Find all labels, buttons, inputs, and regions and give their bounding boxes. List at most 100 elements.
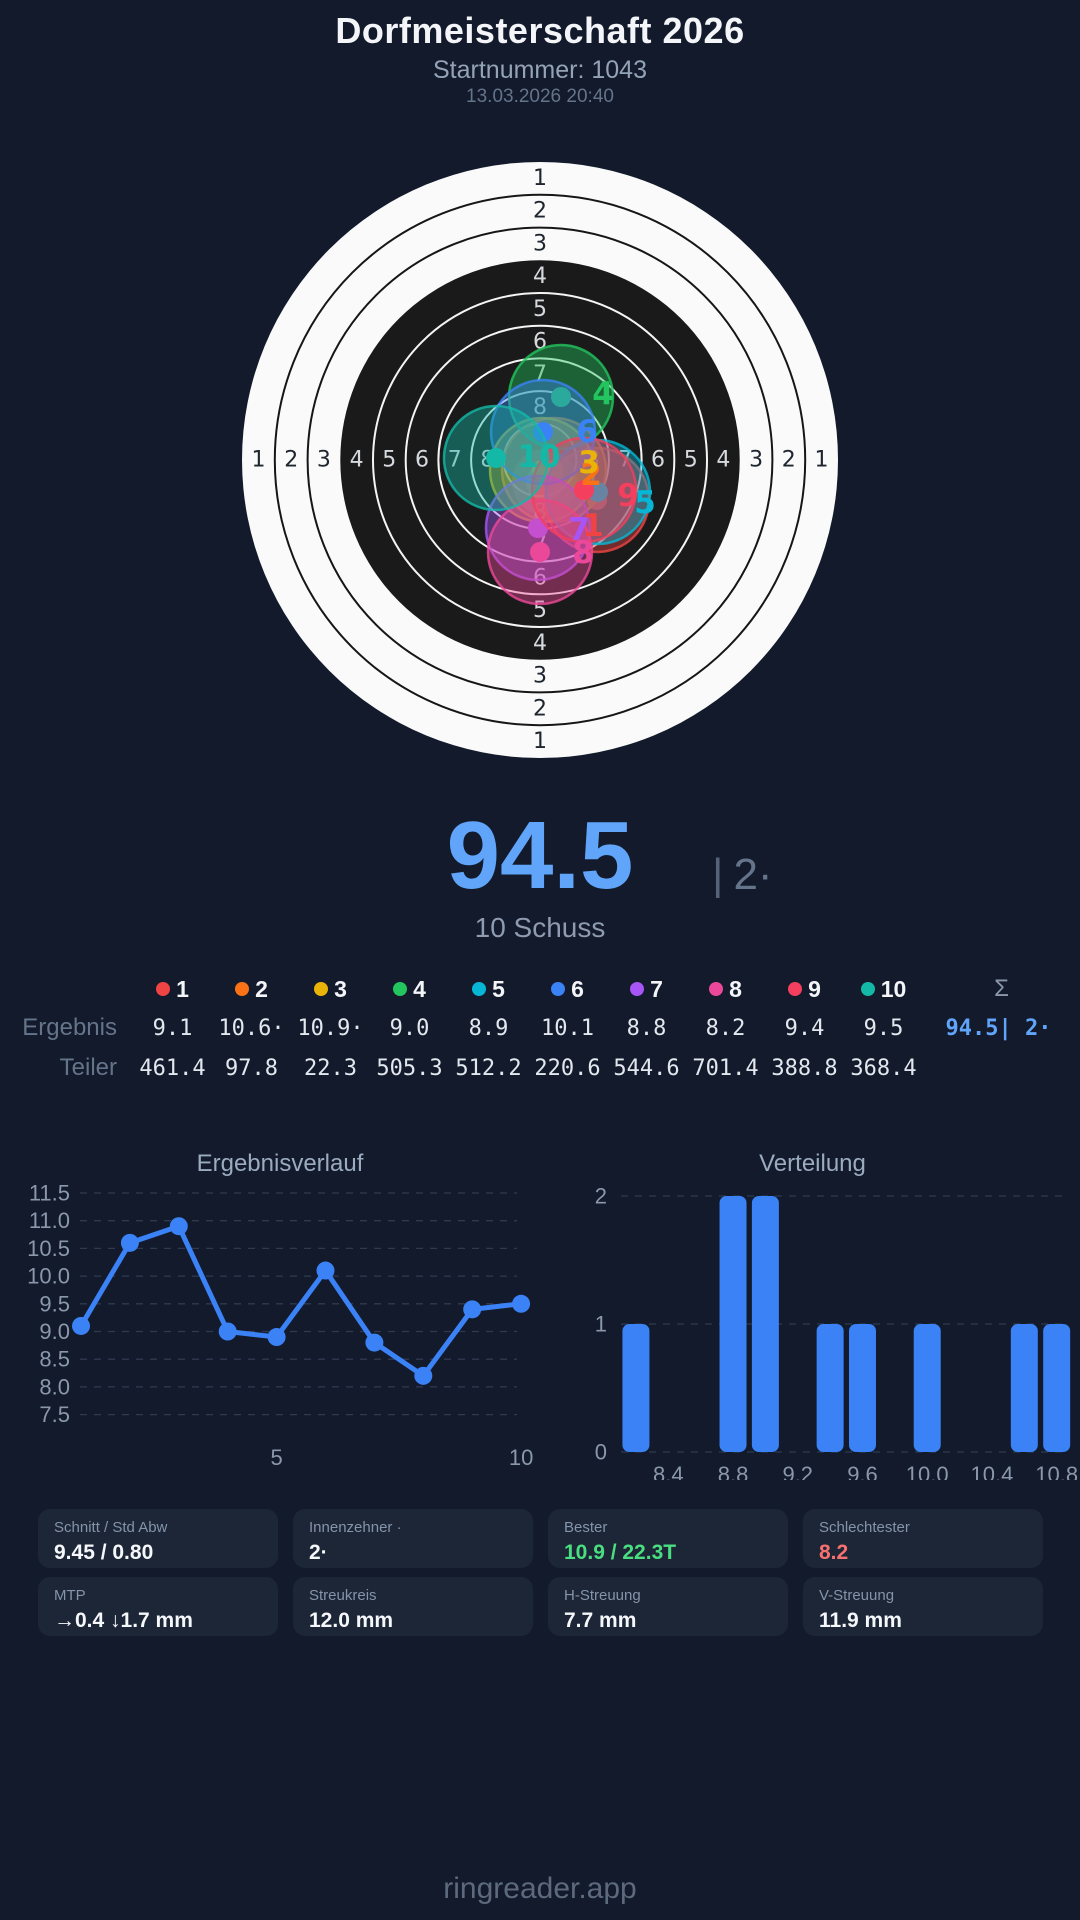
shot-color-dot-7: [630, 982, 645, 996]
stat-card-label: Schlechtester: [819, 1519, 910, 1536]
stat-card-streukreis: Streukreis 12.0 mm: [293, 1577, 533, 1636]
ring-number: 8: [533, 395, 547, 420]
ring-number: 5: [382, 448, 396, 473]
shot-label-8: 8: [572, 535, 594, 571]
score-distribution-bar-chart: 2 1 0 8.4 8.8 9.2 9.6 10.0 10.4 10.8: [595, 1184, 1078, 1481]
stat-card-value: 2·: [309, 1541, 328, 1564]
shot-center-10: [486, 448, 506, 468]
data-point-6: [316, 1261, 335, 1280]
shot-center-8: [530, 542, 550, 562]
shooting-target: 1111222233334444555566667777888812345678…: [242, 162, 838, 758]
stat-card-mtp: MTP →0.4 ↓1.7 mm: [38, 1577, 278, 1636]
teiler-value-4: 505.3: [376, 1055, 443, 1081]
inner-tens-value: 2·: [733, 850, 773, 899]
ergebnis-value-1: 9.1: [152, 1015, 193, 1041]
y-tick-label: 1: [595, 1312, 607, 1337]
ring-number: 1: [815, 448, 829, 473]
shot-legend-6: 6: [528, 970, 607, 1008]
stat-card-bester: Bester 10.9 / 22.3T: [548, 1509, 788, 1568]
data-point-5: [267, 1328, 286, 1347]
shot-color-dot-8: [709, 982, 724, 996]
ring-number: 1: [252, 448, 266, 473]
y-tick-label: 8.5: [39, 1347, 70, 1372]
data-point-8: [414, 1366, 433, 1385]
shot-color-dot-5: [472, 982, 487, 996]
shot-center-4: [551, 387, 571, 407]
results-table: 1 2 3 4 5 6 7 8 9 10 Σ Ergebnis 9.1 10.6· 10.9· 9.0 8.9 1…: [18, 970, 1080, 1088]
shot-legend-number: 6: [571, 975, 584, 1002]
histogram-bar-8.2: [622, 1324, 650, 1452]
ring-number: 6: [533, 566, 547, 591]
inner-tens-suffix: | 2·: [712, 850, 773, 900]
shot-color-dot-1: [156, 982, 171, 996]
teiler-value-3: 22.3: [304, 1055, 357, 1081]
target-black-zone: [340, 260, 740, 660]
ring-number: 1: [533, 729, 547, 754]
stat-card-value: 8.2: [819, 1541, 849, 1564]
ergebnis-value-4: 9.0: [389, 1015, 430, 1041]
y-tick-label: 10.0: [27, 1264, 70, 1289]
data-point-10: [512, 1294, 531, 1313]
y-tick-label: 10.5: [27, 1236, 70, 1261]
shot-label-3: 3: [578, 445, 600, 481]
y-tick-label: 9.0: [39, 1319, 70, 1344]
teiler-value-7: 544.6: [613, 1055, 680, 1081]
data-point-3: [169, 1217, 188, 1236]
ring-line: [306, 226, 774, 694]
data-point-1: [72, 1316, 90, 1335]
y-tick-label: 7.5: [39, 1402, 70, 1427]
ring-number: 6: [651, 448, 665, 473]
shot-color-dot-3: [314, 982, 329, 996]
histogram-bar-10: [913, 1324, 941, 1452]
shot-label-2: 2: [580, 457, 602, 493]
ring-number: 6: [415, 448, 429, 473]
stat-card-label: Streukreis: [309, 1587, 377, 1604]
ring-number: 3: [317, 448, 331, 473]
x-tick-label: 10: [509, 1445, 533, 1470]
histogram-bar-10.8: [1043, 1324, 1071, 1452]
data-point-9: [463, 1300, 482, 1319]
y-tick-label: 9.5: [39, 1291, 70, 1316]
shot-label-7: 7: [568, 512, 590, 548]
x-tick-label: 10.0: [906, 1462, 949, 1480]
x-tick-label: 9.2: [782, 1462, 813, 1480]
ergebnis-value-9: 9.4: [784, 1015, 825, 1041]
stat-card-schlechtester: Schlechtester 8.2: [803, 1509, 1043, 1568]
shot-label-9: 9: [617, 478, 639, 514]
shot-legend-8: 8: [686, 970, 765, 1008]
histogram-bar-9.4: [816, 1324, 844, 1452]
ring-number: 3: [749, 448, 763, 473]
ergebnis-value-7: 8.8: [626, 1015, 667, 1041]
shot-legend-number: 1: [176, 975, 189, 1002]
histogram-bar-10.6: [1010, 1324, 1038, 1452]
data-point-7: [365, 1333, 384, 1352]
shot-label-10: 10: [517, 439, 560, 475]
shot-color-dot-10: [860, 982, 875, 996]
teiler-value-8: 701.4: [692, 1055, 759, 1081]
shot-count-label: 10 Schuss: [474, 912, 606, 943]
ring-number: 4: [350, 448, 364, 473]
shot-center-9: [574, 480, 594, 500]
stat-card-label: H-Streuung: [564, 1587, 641, 1604]
shot-legend-3: 3: [291, 970, 370, 1008]
app-link[interactable]: ringreader.app: [443, 1872, 637, 1905]
shot-color-dot-2: [235, 982, 250, 996]
y-tick-label: 11.5: [29, 1181, 70, 1206]
table-corner: [18, 970, 133, 1008]
stat-card-label: Schnitt / Std Abw: [54, 1519, 168, 1536]
total-score: 94.5: [446, 802, 634, 909]
ring-number: 7: [448, 448, 462, 473]
histogram-bar-9: [751, 1196, 779, 1452]
stat-card-label: Bester: [564, 1519, 608, 1536]
ring-number: 2: [782, 448, 796, 473]
ergebnis-value-6: 10.1: [541, 1015, 594, 1041]
y-tick-label: 0: [595, 1440, 607, 1465]
shot-color-dot-6: [551, 982, 566, 996]
stat-card-h-streuung: H-Streuung 7.7 mm: [548, 1577, 788, 1636]
shot-legend-2: 2: [212, 970, 291, 1008]
x-tick-label: 8.8: [718, 1462, 749, 1480]
shot-legend-number: 8: [729, 975, 742, 1002]
session-datetime: 13.03.2026 20:40: [466, 86, 614, 107]
ring-number: 3: [533, 664, 547, 689]
ring-number: 3: [533, 231, 547, 256]
